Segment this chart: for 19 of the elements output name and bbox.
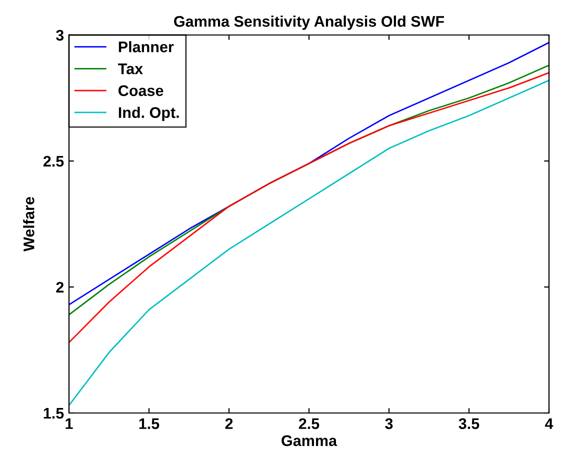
y-tick-label: 1.5 [44,408,64,419]
x-tick-label: 2.5 [298,418,320,430]
x-tick-label: 1.5 [139,418,160,430]
x-tick-label: 2 [225,418,233,429]
y-axis-title: Welfare [23,197,34,252]
y-tick-label: 2.5 [43,156,64,167]
legend-label: Tax [118,64,143,74]
x-tick-label: 4 [544,418,554,429]
line-series [69,80,549,406]
legend-label: Planner [118,41,174,52]
x-tick-label: 3.5 [458,418,480,430]
legend-label: Ind. Opt. [118,106,179,121]
legend-label: Coase [118,85,164,96]
x-axis-title: Gamma [282,435,338,446]
chart-title: Gamma Sensitivity Analysis Old SWF [174,16,444,30]
y-tick-label: 3 [56,30,64,41]
x-tick-label: 3 [385,418,393,430]
x-tick-label: 1 [66,418,73,429]
y-tick-label: 2 [56,282,64,293]
